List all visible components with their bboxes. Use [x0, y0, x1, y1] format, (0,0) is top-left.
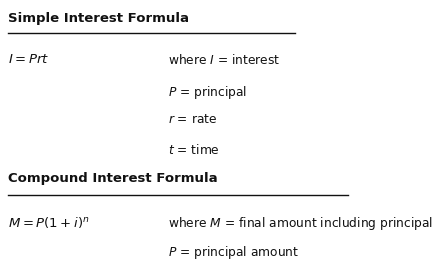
Text: $P$ = principal: $P$ = principal — [168, 84, 248, 101]
Text: $r$ = rate: $r$ = rate — [168, 113, 218, 127]
Text: $M = P\left(1+i\right)^{n}$: $M = P\left(1+i\right)^{n}$ — [8, 215, 90, 230]
Text: Simple Interest Formula: Simple Interest Formula — [8, 12, 189, 25]
Text: $t$ = time: $t$ = time — [168, 143, 220, 157]
Text: where $M$ = final amount including principal: where $M$ = final amount including princ… — [168, 215, 434, 232]
Text: $I = Prt$: $I = Prt$ — [8, 53, 49, 66]
Text: where $I$ = interest: where $I$ = interest — [168, 53, 281, 67]
Text: Compound Interest Formula: Compound Interest Formula — [8, 172, 218, 185]
Text: $P$ = principal amount: $P$ = principal amount — [168, 244, 299, 261]
